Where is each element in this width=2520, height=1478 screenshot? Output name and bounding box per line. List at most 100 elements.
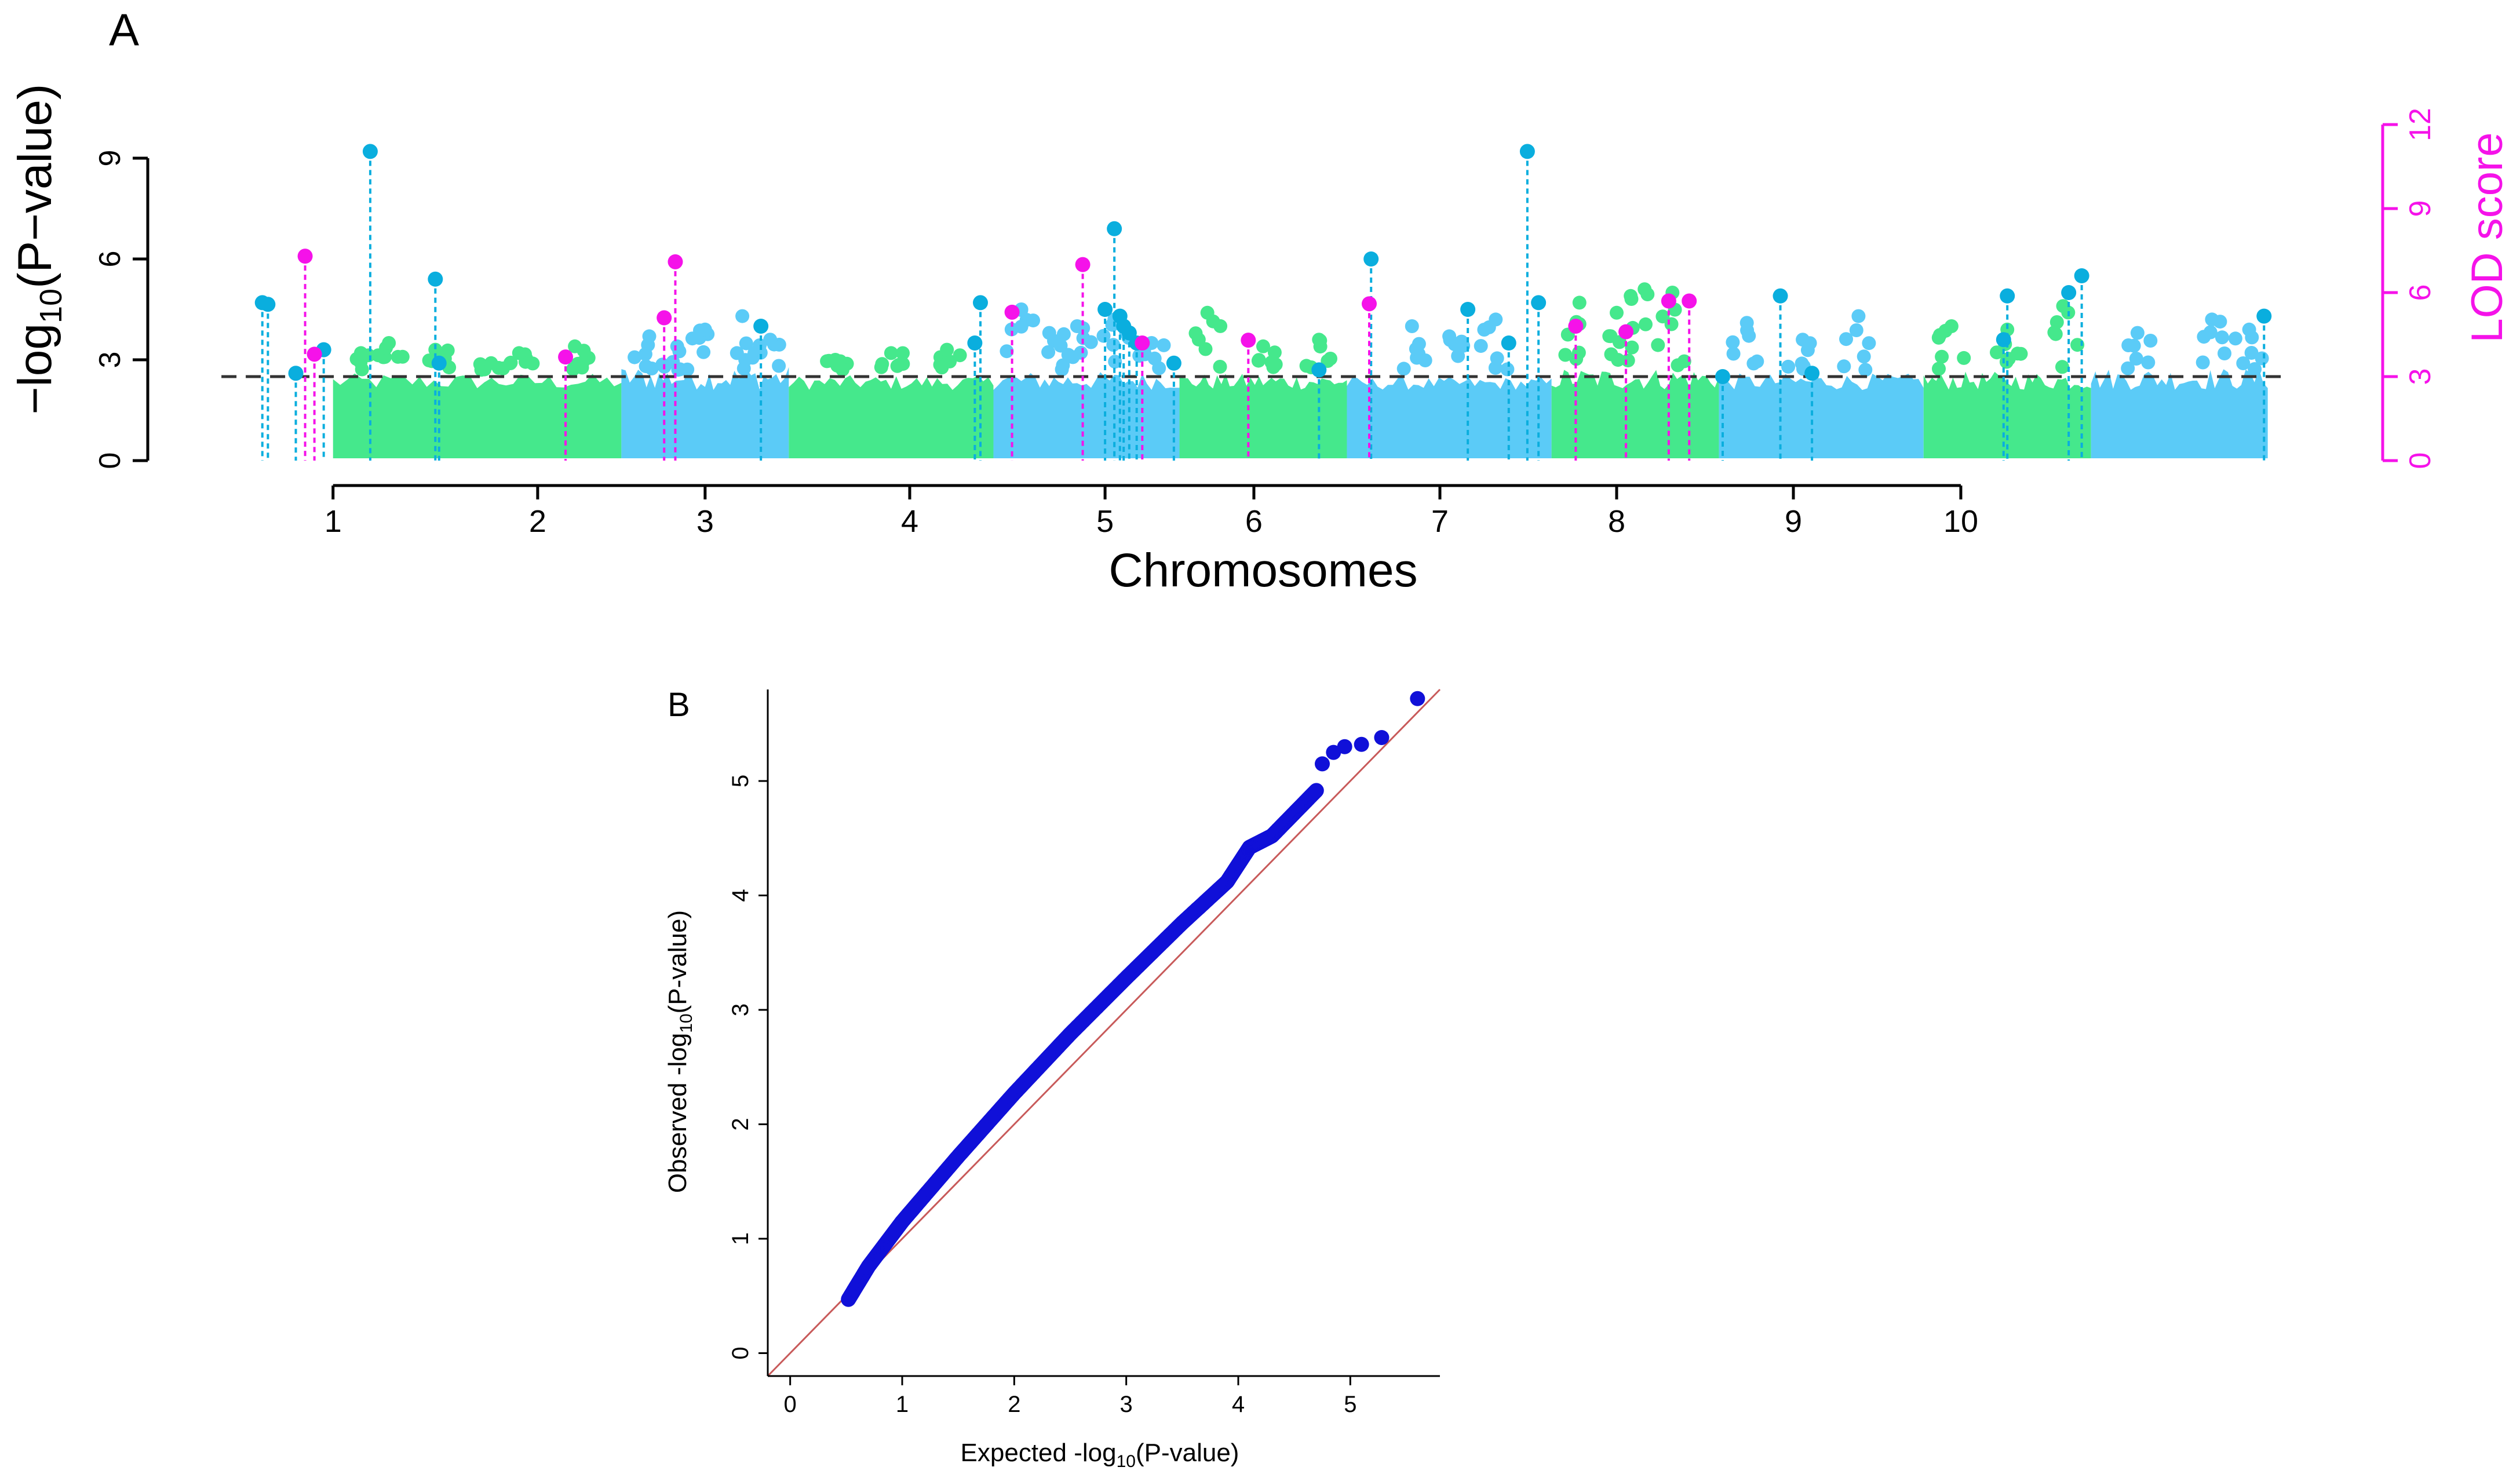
snp-point — [474, 363, 488, 377]
gwas-hit — [967, 335, 983, 351]
snp-point — [2141, 355, 2156, 370]
snp-point — [1849, 323, 1863, 337]
chromosome-band-6 — [1347, 377, 1552, 458]
left-tick-label: 6 — [93, 251, 127, 268]
gwas-hit — [1715, 369, 1730, 384]
snp-point — [1624, 292, 1639, 306]
snp-point — [935, 360, 949, 375]
gwas-hit — [431, 355, 447, 371]
left-tick-label: 0 — [93, 452, 127, 469]
qtl-hit — [1135, 335, 1150, 351]
snp-point — [2203, 325, 2218, 340]
snp-point — [1299, 359, 1314, 373]
snp-point — [1442, 329, 1457, 344]
chromosome-band-8 — [1719, 373, 1924, 458]
snp-point — [1857, 349, 1871, 364]
snp-point — [1474, 339, 1488, 353]
snp-point — [2242, 322, 2256, 337]
snp-point — [1076, 331, 1091, 345]
snp-point — [1621, 353, 1635, 368]
qtl-hit — [558, 349, 574, 365]
snp-point — [1451, 349, 1465, 363]
snp-point — [2196, 355, 2210, 370]
y-axis: 0 1 2 3 4 5 — [728, 689, 769, 1376]
snp-point — [1739, 316, 1754, 330]
snp-point — [1726, 346, 1741, 361]
snp-point — [1074, 345, 1088, 360]
snp-point — [2215, 330, 2229, 345]
chromosome-band-1 — [333, 373, 622, 458]
gwas-hit — [2061, 285, 2077, 300]
qq-points — [841, 691, 1425, 1307]
snp-point — [1070, 319, 1084, 333]
snp-point — [1558, 348, 1573, 362]
gwas-hit — [428, 271, 443, 287]
gwas-hit — [1501, 335, 1516, 351]
snp-point — [670, 339, 684, 353]
snp-point — [1396, 362, 1411, 376]
snp-point — [2047, 325, 2062, 340]
right-tick-label: 12 — [2404, 108, 2437, 141]
x-tick-label: 9 — [1785, 504, 1802, 539]
snp-point — [1990, 345, 2004, 360]
snp-point — [1061, 348, 1075, 362]
snp-point — [484, 356, 498, 370]
snp-point — [940, 342, 954, 357]
qq-point — [1326, 745, 1341, 760]
gwas-hit — [1166, 355, 1181, 371]
gwas-hit — [1363, 251, 1379, 267]
gwas-hit — [1097, 302, 1113, 317]
gwas-hit — [2256, 308, 2272, 324]
snp-point — [1625, 340, 1639, 355]
snp-point — [1572, 295, 1587, 310]
snp-point — [1837, 359, 1851, 374]
gwas-hit — [1773, 288, 1788, 304]
x-tick-label: 3 — [1120, 1392, 1133, 1417]
snp-point — [836, 363, 849, 377]
x-tick-label: 6 — [1245, 504, 1263, 539]
gwas-hit — [1311, 362, 1327, 378]
snp-point — [1957, 351, 1971, 365]
snp-point — [1213, 319, 1228, 333]
snp-point — [568, 339, 582, 353]
snp-point — [1256, 339, 1270, 353]
qq-point — [1315, 756, 1330, 772]
qq-point — [1308, 783, 1324, 798]
snp-point — [2236, 356, 2251, 370]
y-tick-label: 5 — [728, 775, 753, 787]
x-tick-label: 5 — [1096, 504, 1114, 539]
qtl-hit — [1075, 257, 1091, 272]
left-y-axis-label: −log10(P−value) — [9, 84, 68, 415]
right-tick-label: 0 — [2404, 452, 2437, 469]
gwas-hit — [1519, 144, 1535, 159]
chromosome-band-9 — [1923, 371, 2091, 458]
snp-point — [2244, 346, 2259, 360]
snp-point — [1489, 312, 1503, 327]
y-tick-label: 0 — [728, 1346, 753, 1359]
left-tick-label: 9 — [93, 150, 127, 167]
snp-point — [1188, 326, 1203, 341]
qq-point — [1410, 691, 1425, 706]
right-tick-label: 9 — [2404, 200, 2437, 217]
snp-point — [2218, 346, 2231, 360]
snp-point — [1418, 353, 1432, 367]
right-y-axis: 0 3 6 9 12 — [2381, 108, 2437, 469]
x-tick-label: 4 — [1232, 1392, 1245, 1417]
y-tick-label: 1 — [728, 1232, 753, 1245]
snp-point — [1157, 338, 1171, 352]
right-tick-label: 6 — [2404, 284, 2437, 301]
snp-point — [566, 362, 581, 377]
snp-point — [1781, 359, 1796, 374]
snp-point — [1321, 354, 1335, 368]
right-tick-label: 3 — [2404, 368, 2437, 385]
snp-point — [353, 346, 368, 360]
snp-point — [1042, 326, 1056, 340]
gwas-hit — [2074, 268, 2089, 283]
snp-point — [1409, 342, 1423, 356]
gwas-hit — [260, 297, 276, 312]
snp-point — [1726, 335, 1740, 349]
panel-label-b: B — [668, 686, 690, 724]
snp-point — [739, 336, 753, 351]
snp-point — [1610, 305, 1624, 320]
x-axis-label: Chromosomes — [1108, 544, 1417, 597]
